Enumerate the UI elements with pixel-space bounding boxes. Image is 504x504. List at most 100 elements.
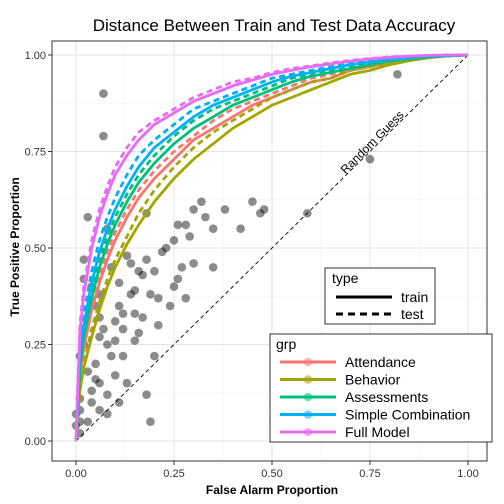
legend-grp-title: grp <box>276 336 296 352</box>
scatter-point <box>95 378 104 388</box>
scatter-point <box>134 328 144 338</box>
scatter-point <box>393 70 402 79</box>
scatter-point <box>83 417 93 427</box>
scatter-point <box>208 263 218 272</box>
scatter-point <box>118 351 128 361</box>
scatter-point <box>122 378 132 388</box>
scatter-point <box>177 263 187 272</box>
legend-grp-label: Simple Combination <box>345 407 470 423</box>
x-tick-label: 0.00 <box>65 468 86 480</box>
scatter-point <box>91 374 100 384</box>
scatter-point <box>99 131 108 141</box>
scatter-point <box>126 290 136 299</box>
scatter-point <box>302 208 312 218</box>
y-tick-label: 1.00 <box>25 50 46 62</box>
scatter-point <box>208 224 218 233</box>
y-tick-label: 0.75 <box>25 147 46 159</box>
y-tick-label: 0.00 <box>25 436 46 448</box>
scatter-point <box>138 270 147 280</box>
scatter-point <box>146 290 155 299</box>
scatter-point <box>157 247 167 257</box>
scatter-point <box>189 205 198 214</box>
scatter-point <box>103 340 112 349</box>
y-axis-title: True Positive Proportion <box>8 177 22 316</box>
roc-curves <box>74 53 469 442</box>
scatter-point <box>142 390 151 399</box>
scatter-point <box>259 205 269 214</box>
scatter-point <box>114 301 124 311</box>
roc-line-behavior-train <box>74 53 469 442</box>
scatter-point <box>79 255 89 264</box>
scatter-point <box>150 351 159 361</box>
legend-grp-label: Attendance <box>345 354 416 370</box>
scatter-point <box>130 286 140 295</box>
scatter-point <box>110 371 120 380</box>
roc-line-behavior-test <box>74 53 469 442</box>
random-guess-diagonal <box>75 54 469 442</box>
scatter-point <box>154 320 163 330</box>
scatter-point <box>91 359 100 369</box>
legend-grp-box <box>269 333 493 443</box>
legend-grp-swatch-point <box>303 375 313 384</box>
scatter-point <box>114 278 124 288</box>
scatter-point <box>138 313 147 322</box>
random-guess-line <box>75 54 469 442</box>
scatter-point <box>114 398 124 407</box>
legend-grp-label: Assessments <box>345 389 428 405</box>
scatter-point <box>95 332 104 342</box>
scatter-point <box>248 197 257 206</box>
scatter-point <box>201 212 210 222</box>
scatter-point <box>181 220 191 230</box>
scatter-point <box>83 212 93 222</box>
scatter-point <box>118 309 128 318</box>
scatter-point <box>255 208 265 218</box>
scatter-point <box>130 336 140 345</box>
y-tick-label: 0.25 <box>25 340 46 352</box>
x-tick-label: 0.25 <box>163 468 184 480</box>
x-tick-label: 0.50 <box>261 468 282 480</box>
roc-line-full-model-test <box>74 53 468 442</box>
roc-line-assessments-train <box>74 53 469 442</box>
y-tick-label: 0.50 <box>25 243 46 255</box>
legend-type-label-test: test <box>401 306 424 322</box>
legend-grp-swatch-point <box>303 392 313 402</box>
x-tick-label: 1.00 <box>457 468 478 480</box>
x-axis-ticks: 0.00 0.25 0.50 0.75 1.00 <box>65 461 479 480</box>
scatter-point <box>161 243 171 253</box>
legend-type-label-train: train <box>401 289 428 305</box>
scatter-point <box>154 293 163 303</box>
scatter-point <box>99 89 108 98</box>
scatter-point <box>126 259 136 268</box>
scatter-point <box>236 224 245 233</box>
scatter-point <box>110 317 120 326</box>
y-axis-ticks: 0.00 0.25 0.50 0.75 1.00 <box>25 50 52 448</box>
scatter-point <box>106 351 116 361</box>
x-tick-label: 0.75 <box>359 468 380 480</box>
legend-grp-swatch-point <box>303 410 313 419</box>
scatter-point <box>220 205 230 214</box>
scatter-point <box>95 405 104 415</box>
scatter-point <box>150 266 159 276</box>
scatter-point <box>185 232 194 241</box>
scatter-point <box>173 220 183 230</box>
scatter-point <box>146 417 155 427</box>
scatter-point <box>169 235 179 245</box>
x-axis-title: False Alarm Proportion <box>206 483 338 497</box>
scatter-point <box>181 293 191 303</box>
scatter-point <box>99 324 108 334</box>
scatter-point <box>173 274 183 284</box>
roc-line-simple-combination-test <box>74 53 469 442</box>
roc-line-attendance-train <box>74 53 469 442</box>
scatter-point <box>87 386 96 396</box>
scatter-point <box>197 197 206 206</box>
scatter-point <box>365 154 375 164</box>
scatter-point <box>134 266 144 276</box>
chart-title: Distance Between Train and Test Data Acc… <box>93 16 456 35</box>
scatter-point <box>165 301 175 311</box>
legend-type: type train test <box>324 267 436 325</box>
scatter-point <box>103 409 112 419</box>
legend-type-title: type <box>332 270 359 286</box>
scatter-point <box>83 367 93 376</box>
